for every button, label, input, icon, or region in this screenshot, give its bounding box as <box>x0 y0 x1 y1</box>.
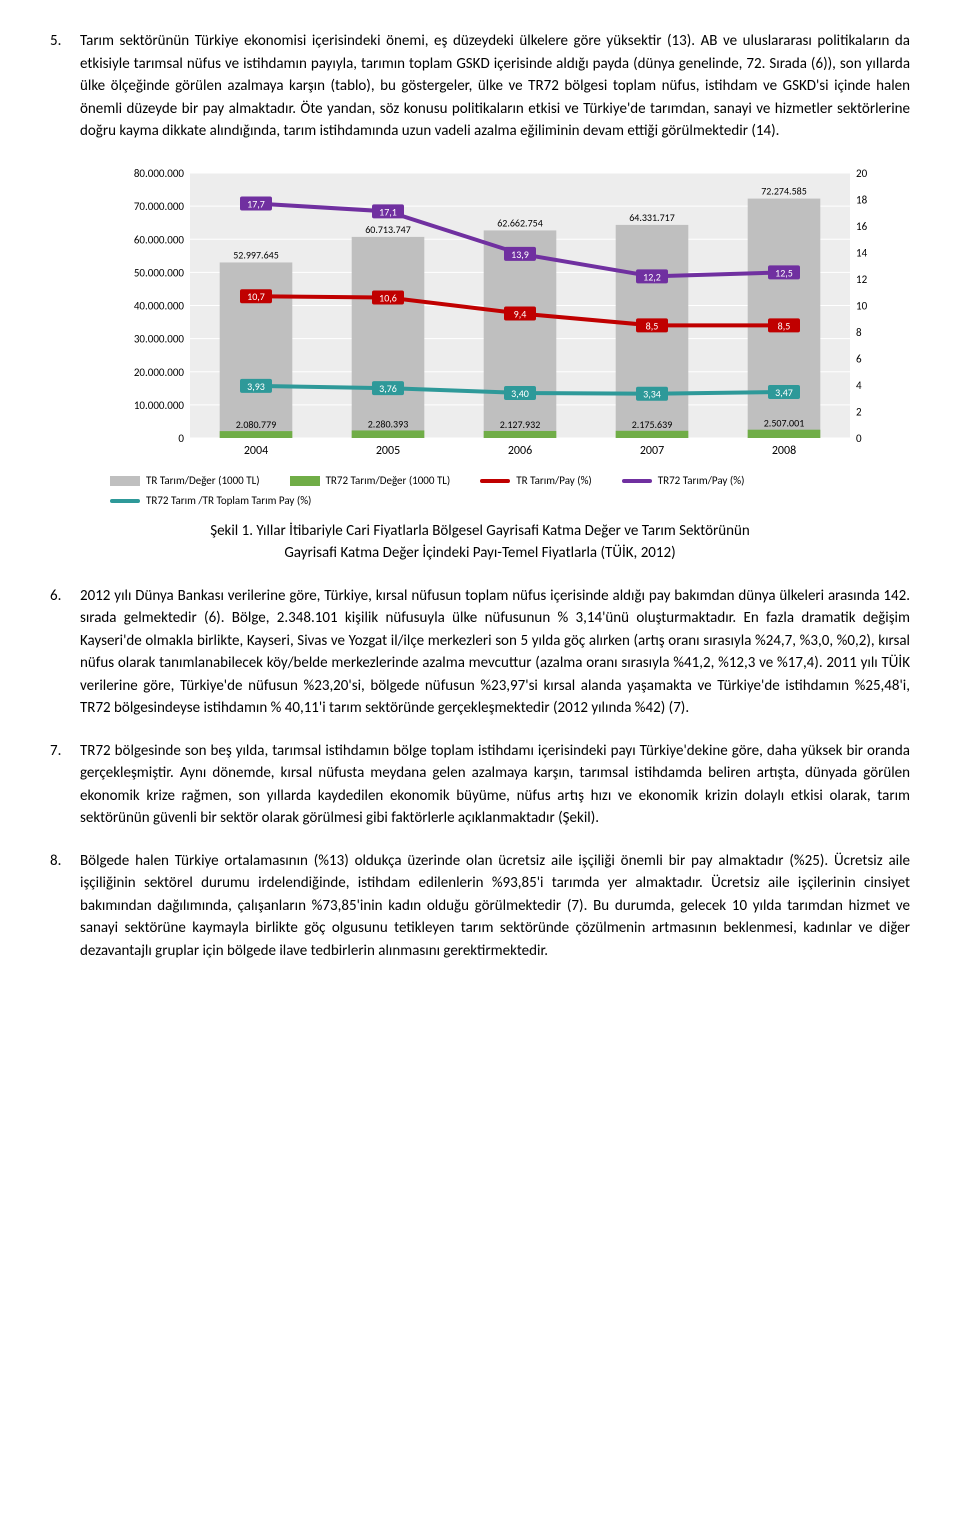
svg-text:2008: 2008 <box>772 444 796 458</box>
svg-text:8: 8 <box>856 326 862 339</box>
para-6-number: 6. <box>50 585 80 720</box>
legend-line <box>110 499 140 503</box>
svg-text:2.507.001: 2.507.001 <box>764 416 805 429</box>
para-6-text: 2012 yılı Dünya Bankası verilerine göre,… <box>80 585 910 720</box>
caption-line-1: Şekil 1. Yıllar İtibariyle Cari Fiyatlar… <box>210 522 750 540</box>
para-5-number: 5. <box>50 30 80 143</box>
svg-text:70.000.000: 70.000.000 <box>134 200 185 213</box>
para-7-number: 7. <box>50 740 80 830</box>
chart-legend: TR Tarım/Değer (1000 TL) TR72 Tarım/Değer… <box>110 473 910 510</box>
svg-text:18: 18 <box>856 193 868 206</box>
svg-text:3,34: 3,34 <box>643 387 661 400</box>
legend-label: TR Tarım/Değer (1000 TL) <box>146 473 260 490</box>
chart-caption: Şekil 1. Yıllar İtibariyle Cari Fiyatlar… <box>50 520 910 565</box>
svg-text:2006: 2006 <box>508 444 532 458</box>
legend-item: TR72 Tarım /TR Toplam Tarım Pay (%) <box>110 493 311 510</box>
legend-line <box>622 479 652 483</box>
para-8-number: 8. <box>50 850 80 963</box>
svg-text:60.000.000: 60.000.000 <box>134 233 185 246</box>
svg-text:50.000.000: 50.000.000 <box>134 266 185 279</box>
legend-swatch <box>290 476 320 486</box>
svg-text:20.000.000: 20.000.000 <box>134 365 185 378</box>
svg-text:3,76: 3,76 <box>379 382 397 395</box>
svg-text:30.000.000: 30.000.000 <box>134 332 185 345</box>
svg-text:3,93: 3,93 <box>247 379 265 392</box>
svg-text:10: 10 <box>856 299 868 312</box>
svg-text:9,4: 9,4 <box>514 307 527 320</box>
svg-text:14: 14 <box>856 246 868 259</box>
svg-text:8,5: 8,5 <box>646 319 659 332</box>
svg-text:2007: 2007 <box>640 444 664 458</box>
svg-text:2004: 2004 <box>244 444 268 458</box>
legend-item: TR72 Tarım/Pay (%) <box>622 473 745 490</box>
svg-text:0: 0 <box>856 432 862 445</box>
svg-text:52.997.645: 52.997.645 <box>233 248 279 261</box>
svg-text:12: 12 <box>856 273 868 286</box>
legend-label: TR72 Tarım/Değer (1000 TL) <box>326 473 451 490</box>
svg-text:20: 20 <box>856 167 868 180</box>
svg-text:3,47: 3,47 <box>775 386 793 399</box>
svg-text:2.080.779: 2.080.779 <box>236 418 277 431</box>
svg-text:40.000.000: 40.000.000 <box>134 299 185 312</box>
paragraph-5: 5. Tarım sektörünün Türkiye ekonomisi iç… <box>50 30 910 143</box>
paragraph-7: 7. TR72 bölgesinde son beş yılda, tarıms… <box>50 740 910 830</box>
legend-line <box>480 479 510 483</box>
svg-text:12,2: 12,2 <box>643 270 661 283</box>
para-8-text: Bölgede halen Türkiye ortalamasının (%13… <box>80 850 910 963</box>
svg-text:17,7: 17,7 <box>247 197 265 210</box>
svg-text:0: 0 <box>178 432 184 445</box>
paragraph-6: 6. 2012 yılı Dünya Bankası verilerine gö… <box>50 585 910 720</box>
svg-text:13,9: 13,9 <box>511 247 529 260</box>
legend-item: TR72 Tarım/Değer (1000 TL) <box>290 473 451 490</box>
svg-text:8,5: 8,5 <box>778 319 791 332</box>
chart-svg: 0 10.000.000 20.000.000 30.000.000 40.000.00… <box>110 163 880 463</box>
caption-line-2: Gayrisafi Katma Değer İçindeki Payı-Teme… <box>284 544 675 562</box>
svg-text:6: 6 <box>856 352 862 365</box>
para-7-text: TR72 bölgesinde son beş yılda, tarımsal … <box>80 740 910 830</box>
legend-label: TR72 Tarım/Pay (%) <box>658 473 745 490</box>
svg-text:2.127.932: 2.127.932 <box>500 417 541 430</box>
svg-text:10.000.000: 10.000.000 <box>134 398 185 411</box>
svg-text:3,40: 3,40 <box>511 386 529 399</box>
svg-text:2.175.639: 2.175.639 <box>632 417 673 430</box>
legend-item: TR Tarım/Pay (%) <box>480 473 592 490</box>
svg-text:4: 4 <box>856 379 862 392</box>
svg-text:64.331.717: 64.331.717 <box>629 210 675 223</box>
svg-text:60.713.747: 60.713.747 <box>365 222 411 235</box>
svg-text:10,7: 10,7 <box>247 290 265 303</box>
legend-label: TR72 Tarım /TR Toplam Tarım Pay (%) <box>146 493 311 510</box>
para-5-text: Tarım sektörünün Türkiye ekonomisi içeri… <box>80 30 910 143</box>
svg-text:12,5: 12,5 <box>775 266 793 279</box>
svg-text:62.662.754: 62.662.754 <box>497 216 543 229</box>
legend-label: TR Tarım/Pay (%) <box>516 473 592 490</box>
paragraph-8: 8. Bölgede halen Türkiye ortalamasının (… <box>50 850 910 963</box>
svg-text:16: 16 <box>856 220 868 233</box>
svg-text:80.000.000: 80.000.000 <box>134 167 185 180</box>
legend-item: TR Tarım/Değer (1000 TL) <box>110 473 260 490</box>
svg-text:10,6: 10,6 <box>379 291 397 304</box>
svg-text:72.274.585: 72.274.585 <box>761 184 807 197</box>
svg-text:2: 2 <box>856 405 862 418</box>
svg-text:2.280.393: 2.280.393 <box>368 417 409 430</box>
chart-container: 0 10.000.000 20.000.000 30.000.000 40.000.00… <box>110 163 910 510</box>
svg-text:2005: 2005 <box>376 444 400 458</box>
legend-swatch <box>110 476 140 486</box>
svg-text:17,1: 17,1 <box>379 205 397 218</box>
